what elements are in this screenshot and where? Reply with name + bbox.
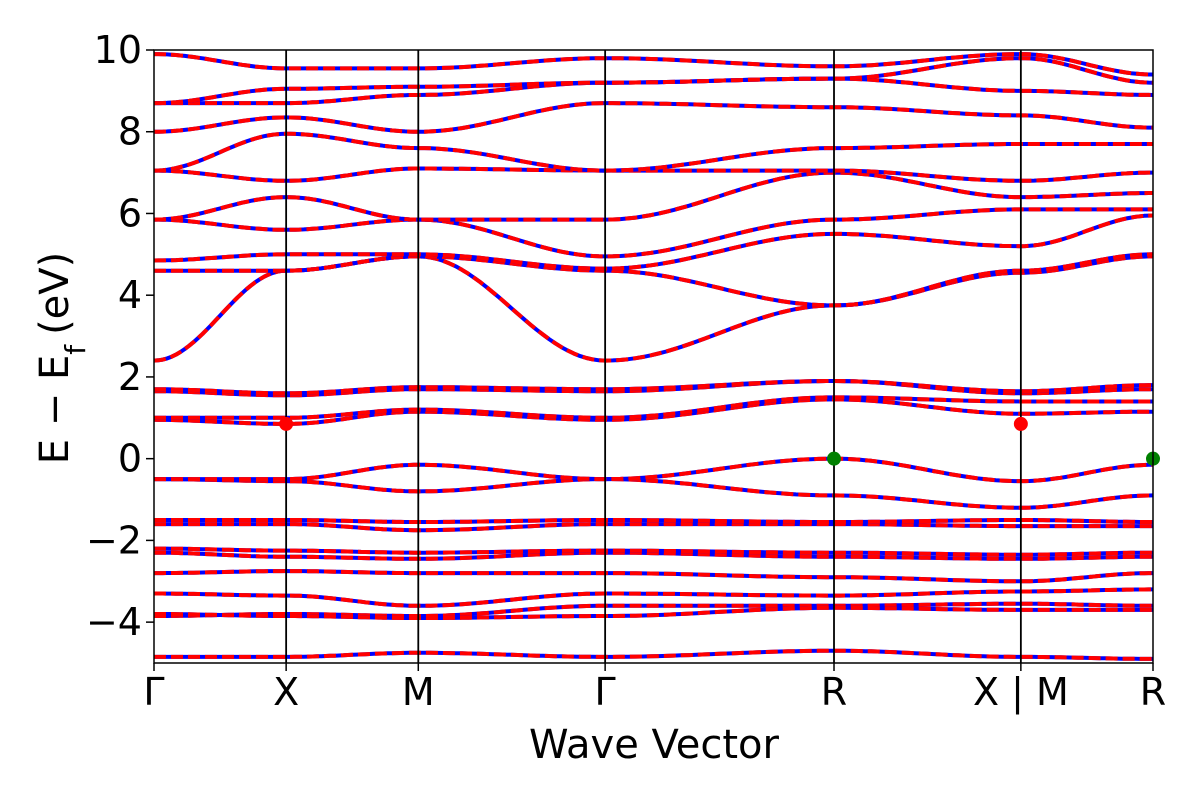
x-tick-label: Γ <box>143 670 164 714</box>
high-symmetry-lines <box>285 50 1022 663</box>
cbm-marker <box>1013 416 1028 431</box>
y-axis-title-unit: (eV) <box>32 252 78 335</box>
x-axis-title: Wave Vector <box>529 722 780 768</box>
band-line-blue <box>154 477 1153 510</box>
y-tick-label: 8 <box>118 110 142 154</box>
y-tick-label: −2 <box>86 518 142 562</box>
band-line-red <box>154 252 1153 308</box>
y-tick-label: −4 <box>86 600 142 644</box>
y-axis-title-main: E − E <box>32 355 78 465</box>
x-tick-label: Γ <box>595 670 616 714</box>
plot-area <box>154 52 1153 661</box>
y-tick-label: 6 <box>118 191 142 235</box>
x-tick-label: R <box>821 670 847 714</box>
y-axis-title-sub: f <box>59 344 92 355</box>
band-line-blue <box>154 131 1153 173</box>
x-tick-label: M <box>402 670 435 714</box>
x-tick-label: R <box>1140 670 1166 714</box>
y-tick-label: 10 <box>94 28 142 72</box>
band-line-red <box>154 213 1153 271</box>
y-tick-label: 4 <box>118 273 142 317</box>
x-tick-label: X <box>273 670 299 714</box>
cbm-marker <box>279 416 294 431</box>
vbm-marker <box>827 451 842 466</box>
y-axis-title: E − Ef (eV) <box>32 252 92 465</box>
band-line-red <box>154 131 1153 173</box>
y-tick-label: 0 <box>118 437 142 481</box>
band-line-red <box>154 56 1153 106</box>
y-tick-label: 2 <box>118 355 142 399</box>
plot-frame <box>153 49 1154 664</box>
band-line-blue <box>154 101 1153 134</box>
x-axis-ticks: Γ X M Γ R X | M R <box>143 663 1166 715</box>
band-line-blue <box>154 252 1153 308</box>
y-axis-ticks: 10 8 6 4 2 0 −2 −4 <box>86 28 154 644</box>
x-tick-label: X | M <box>973 670 1069 715</box>
band-edge-markers <box>279 416 1160 466</box>
band-line-blue <box>154 213 1153 271</box>
